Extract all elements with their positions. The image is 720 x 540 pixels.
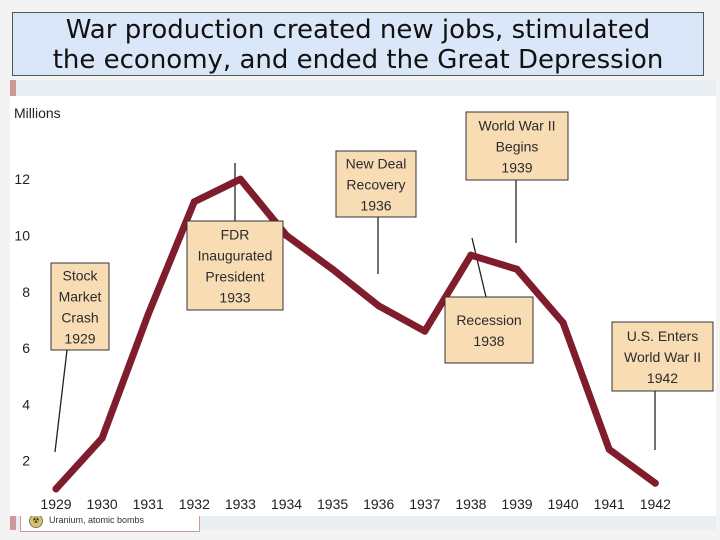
data-point bbox=[329, 265, 337, 273]
annotation-text: 1939 bbox=[501, 160, 532, 176]
slide-title-line-2: the economy, and ended the Great Depress… bbox=[52, 45, 664, 75]
data-point bbox=[190, 198, 198, 206]
annotation-text: World War II bbox=[624, 349, 701, 365]
annotation-text: Recovery bbox=[346, 177, 405, 193]
annotation-text: Stock bbox=[62, 268, 98, 284]
annotation-text: 1942 bbox=[647, 370, 678, 386]
data-point bbox=[605, 445, 613, 453]
y-tick-label: 12 bbox=[14, 171, 30, 187]
annotation-text: 1936 bbox=[360, 198, 391, 214]
y-tick-label: 6 bbox=[22, 340, 30, 356]
annotation-text: 1933 bbox=[219, 290, 250, 306]
data-point bbox=[559, 319, 567, 327]
annotation-text: Crash bbox=[61, 310, 98, 326]
annotation-box bbox=[611, 321, 714, 392]
x-tick-label: 1940 bbox=[548, 496, 579, 512]
slide-title: War production created new jobs, stimula… bbox=[12, 12, 704, 76]
data-point bbox=[52, 485, 60, 493]
annotation-box bbox=[444, 296, 534, 364]
annotation-text: 1938 bbox=[473, 333, 504, 349]
x-tick-label: 1938 bbox=[455, 496, 486, 512]
y-tick-label: 2 bbox=[22, 453, 30, 469]
x-tick-label: 1941 bbox=[594, 496, 625, 512]
y-tick-label: 10 bbox=[14, 228, 30, 244]
annotation-text: New Deal bbox=[346, 156, 407, 172]
x-tick-label: 1929 bbox=[40, 496, 71, 512]
annotation-leader-line bbox=[471, 237, 487, 298]
x-tick-label: 1934 bbox=[271, 496, 302, 512]
y-tick-label: 4 bbox=[22, 396, 30, 412]
data-point bbox=[375, 302, 383, 310]
x-tick-label: 1939 bbox=[501, 496, 532, 512]
unemployment-series-line bbox=[52, 175, 659, 493]
annotation-text: President bbox=[205, 269, 264, 285]
annotation-text: Inaugurated bbox=[198, 248, 273, 264]
banner-text: Uranium, atomic bombs bbox=[49, 515, 145, 525]
y-axis-label: Millions bbox=[14, 105, 61, 121]
x-tick-label: 1937 bbox=[409, 496, 440, 512]
annotation-text: U.S. Enters bbox=[627, 328, 699, 344]
annotation-text: Begins bbox=[496, 139, 539, 155]
y-tick-label: 8 bbox=[22, 284, 30, 300]
annotation-box bbox=[50, 262, 110, 351]
x-tick-label: 1930 bbox=[87, 496, 118, 512]
x-tick-label: 1935 bbox=[317, 496, 348, 512]
x-tick-label: 1936 bbox=[363, 496, 394, 512]
data-point bbox=[236, 175, 244, 183]
x-tick-label: 1942 bbox=[640, 496, 671, 512]
annotation-text: FDR bbox=[221, 227, 250, 243]
annotation-leader-line bbox=[54, 349, 68, 453]
data-point bbox=[467, 251, 475, 259]
annotation-text: 1929 bbox=[64, 331, 95, 347]
annotation-text: World War II bbox=[478, 118, 555, 134]
x-tick-label: 1931 bbox=[133, 496, 164, 512]
data-point bbox=[283, 232, 290, 239]
x-tick-label: 1933 bbox=[225, 496, 256, 512]
slide-title-line-1: War production created new jobs, stimula… bbox=[65, 15, 651, 45]
annotation-text: Recession bbox=[456, 312, 521, 328]
data-point bbox=[98, 434, 106, 442]
x-tick-label: 1932 bbox=[179, 496, 210, 512]
annotation-box bbox=[465, 111, 569, 181]
data-point bbox=[651, 479, 659, 487]
data-point bbox=[144, 310, 152, 318]
data-point bbox=[421, 327, 429, 335]
data-point bbox=[513, 265, 521, 273]
annotation-text: Market bbox=[59, 289, 102, 305]
annotation-box bbox=[186, 220, 284, 311]
annotation-box bbox=[335, 150, 417, 218]
